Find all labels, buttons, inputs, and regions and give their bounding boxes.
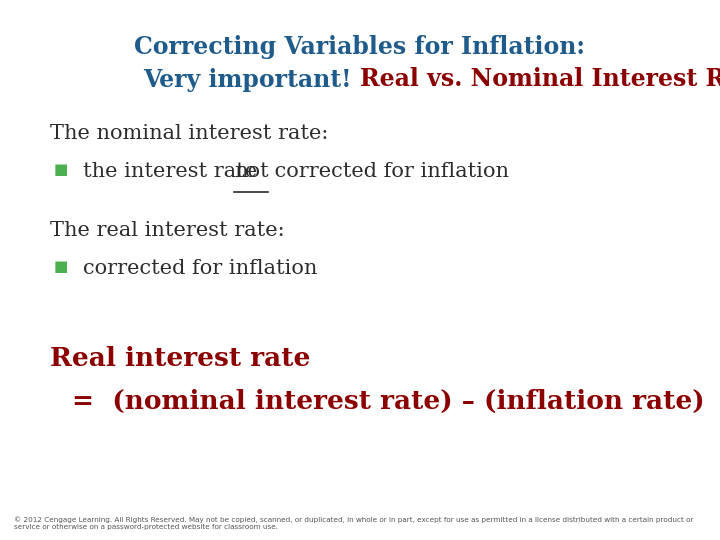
Text: © 2012 Cengage Learning. All Rights Reserved. May not be copied, scanned, or dup: © 2012 Cengage Learning. All Rights Rese… bbox=[14, 517, 694, 530]
Text: =  (nominal interest rate) – (inflation rate): = (nominal interest rate) – (inflation r… bbox=[72, 389, 705, 414]
Text: The real interest rate:: The real interest rate: bbox=[50, 221, 285, 240]
Text: corrected for inflation: corrected for inflation bbox=[268, 162, 509, 181]
Text: corrected for inflation: corrected for inflation bbox=[83, 259, 318, 278]
Text: not: not bbox=[234, 162, 269, 181]
Text: Very important!: Very important! bbox=[143, 68, 360, 91]
Text: ■: ■ bbox=[54, 259, 68, 274]
Text: The nominal interest rate:: The nominal interest rate: bbox=[50, 124, 329, 143]
Text: Real vs. Nominal Interest Rates: Real vs. Nominal Interest Rates bbox=[360, 68, 720, 91]
Text: the interest rate: the interest rate bbox=[83, 162, 264, 181]
Text: Real interest rate: Real interest rate bbox=[50, 346, 311, 370]
Text: Correcting Variables for Inflation:: Correcting Variables for Inflation: bbox=[135, 35, 585, 59]
Text: ■: ■ bbox=[54, 162, 68, 177]
